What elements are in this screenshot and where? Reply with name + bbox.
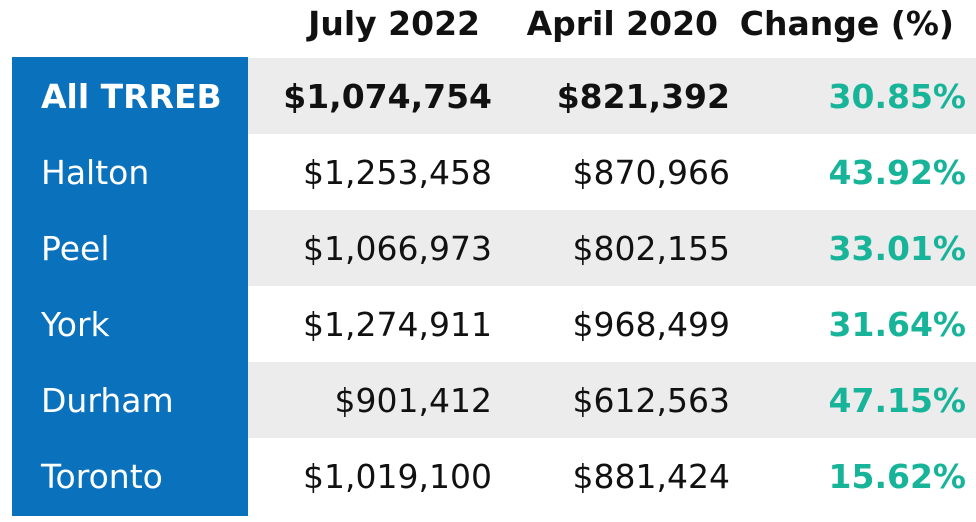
july-2022-cell: $1,019,100 <box>303 457 492 496</box>
header-april-2020: April 2020 <box>526 4 718 43</box>
april-2020-cell: $612,563 <box>572 381 730 420</box>
table-header-row: July 2022 April 2020 Change (%) <box>0 0 976 54</box>
row-shading <box>248 58 976 134</box>
change-percent-cell: 15.62% <box>828 457 966 496</box>
header-change-percent: Change (%) <box>739 4 954 43</box>
april-2020-cell: $821,392 <box>556 77 730 116</box>
july-2022-cell: $1,274,911 <box>303 305 492 344</box>
july-2022-cell: $901,412 <box>334 381 492 420</box>
region-cell: All TRREB <box>41 77 222 116</box>
change-percent-cell: 47.15% <box>828 381 966 420</box>
table-row: Toronto $1,019,100 $881,424 15.62% <box>12 438 976 514</box>
row-shading <box>248 362 976 438</box>
row-shading <box>248 210 976 286</box>
header-july-2022: July 2022 <box>308 4 480 43</box>
table-row: Durham $901,412 $612,563 47.15% <box>12 362 976 438</box>
table-row: Peel $1,066,973 $802,155 33.01% <box>12 210 976 286</box>
change-percent-cell: 43.92% <box>828 153 966 192</box>
change-percent-cell: 33.01% <box>828 229 966 268</box>
table-row: York $1,274,911 $968,499 31.64% <box>12 286 976 362</box>
region-cell: York <box>41 305 110 344</box>
july-2022-cell: $1,066,973 <box>303 229 492 268</box>
region-cell: Toronto <box>41 457 163 496</box>
region-cell: Halton <box>41 153 150 192</box>
change-percent-cell: 30.85% <box>828 77 966 116</box>
region-cell: Durham <box>41 381 174 420</box>
april-2020-cell: $968,499 <box>572 305 730 344</box>
july-2022-cell: $1,253,458 <box>303 153 492 192</box>
table-row: All TRREB $1,074,754 $821,392 30.85% <box>12 58 976 134</box>
region-cell: Peel <box>41 229 110 268</box>
april-2020-cell: $802,155 <box>572 229 730 268</box>
change-percent-cell: 31.64% <box>828 305 966 344</box>
region-column-background <box>12 57 248 516</box>
table-row: Halton $1,253,458 $870,966 43.92% <box>12 134 976 210</box>
april-2020-cell: $870,966 <box>572 153 730 192</box>
july-2022-cell: $1,074,754 <box>283 77 492 116</box>
april-2020-cell: $881,424 <box>572 457 730 496</box>
